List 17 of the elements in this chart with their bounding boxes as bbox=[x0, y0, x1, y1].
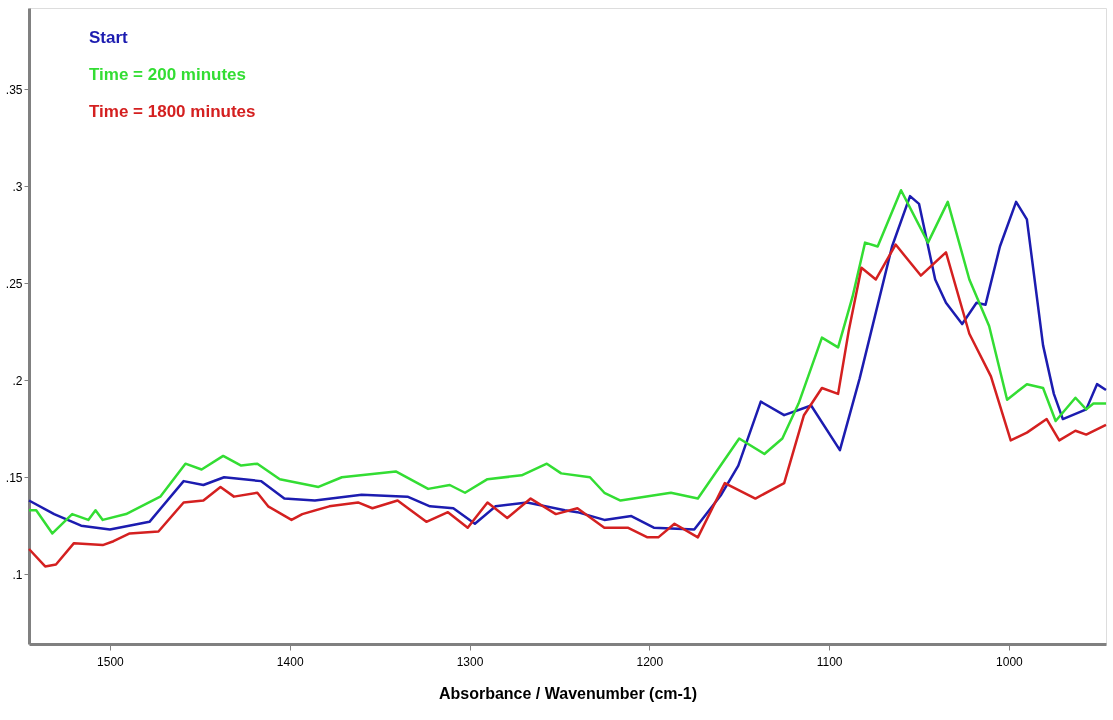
y-tick-label: .2 bbox=[12, 373, 23, 388]
x-tick-label: 1300 bbox=[456, 654, 484, 669]
text: Time = 200 minutes bbox=[89, 65, 247, 84]
text: Start bbox=[89, 28, 129, 47]
y-tick-label: .1 bbox=[12, 567, 23, 582]
y-tick-label: .15 bbox=[5, 470, 23, 485]
y-tick-label: .25 bbox=[5, 276, 23, 291]
x-tick-label: 1400 bbox=[276, 654, 304, 669]
line-series bbox=[27, 243, 1108, 568]
x-tick-label: 1500 bbox=[97, 654, 125, 669]
text: Time = 1800 minutes bbox=[89, 102, 256, 121]
x-tick-label: 1100 bbox=[816, 654, 843, 669]
x-tick-label: 1200 bbox=[636, 654, 664, 669]
x-tick-label: 1000 bbox=[996, 654, 1024, 669]
y-tick-label: .35 bbox=[5, 82, 23, 97]
x-axis-title: Absorbance / Wavenumber (cm-1) bbox=[438, 684, 698, 702]
y-tick-label: .3 bbox=[12, 179, 23, 194]
